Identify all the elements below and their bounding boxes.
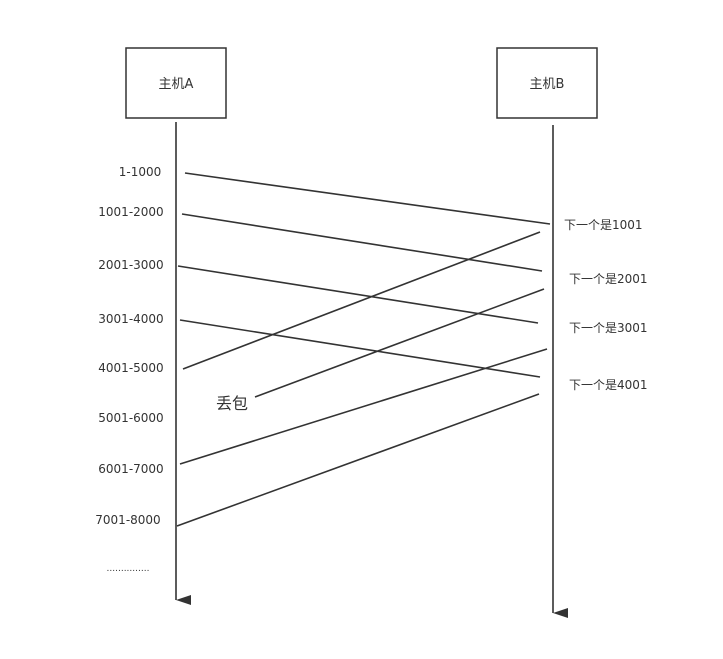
segment-label: 7001-8000 bbox=[95, 513, 160, 527]
ack-label: 下一个是4001 bbox=[569, 378, 648, 392]
segment-line-2001-3000 bbox=[177, 265, 539, 324]
segment-line-1001-2000 bbox=[181, 213, 543, 272]
segment-label: 6001-7000 bbox=[98, 462, 163, 476]
segment-label: 1001-2000 bbox=[98, 205, 163, 219]
segment-label: 4001-5000 bbox=[98, 361, 163, 375]
ellipsis: ............... bbox=[107, 564, 150, 574]
ack-label: 下一个是1001 bbox=[564, 218, 643, 232]
ack-line-4001 bbox=[176, 393, 540, 527]
ack-label: 下一个是2001 bbox=[569, 272, 648, 286]
host-b-label: 主机B bbox=[530, 77, 565, 92]
ack-line-1001 bbox=[182, 231, 541, 370]
segment-line-3001-4000 bbox=[179, 319, 541, 378]
ack-line-3001 bbox=[179, 348, 548, 465]
packet-loss-label: 丢包 bbox=[216, 394, 248, 413]
host-a-box: 主机A bbox=[125, 47, 227, 119]
host-a-label: 主机A bbox=[159, 77, 194, 92]
ack-line-2001-lost bbox=[254, 288, 545, 398]
segment-label: 3001-4000 bbox=[98, 312, 163, 326]
host-b-box: 主机B bbox=[496, 47, 598, 119]
ack-label: 下一个是3001 bbox=[569, 321, 648, 335]
segment-label: 5001-6000 bbox=[98, 411, 163, 425]
segment-label: 2001-3000 bbox=[98, 258, 163, 272]
segment-label: 1-1000 bbox=[119, 165, 162, 179]
segment-line-1-1000 bbox=[184, 172, 551, 225]
